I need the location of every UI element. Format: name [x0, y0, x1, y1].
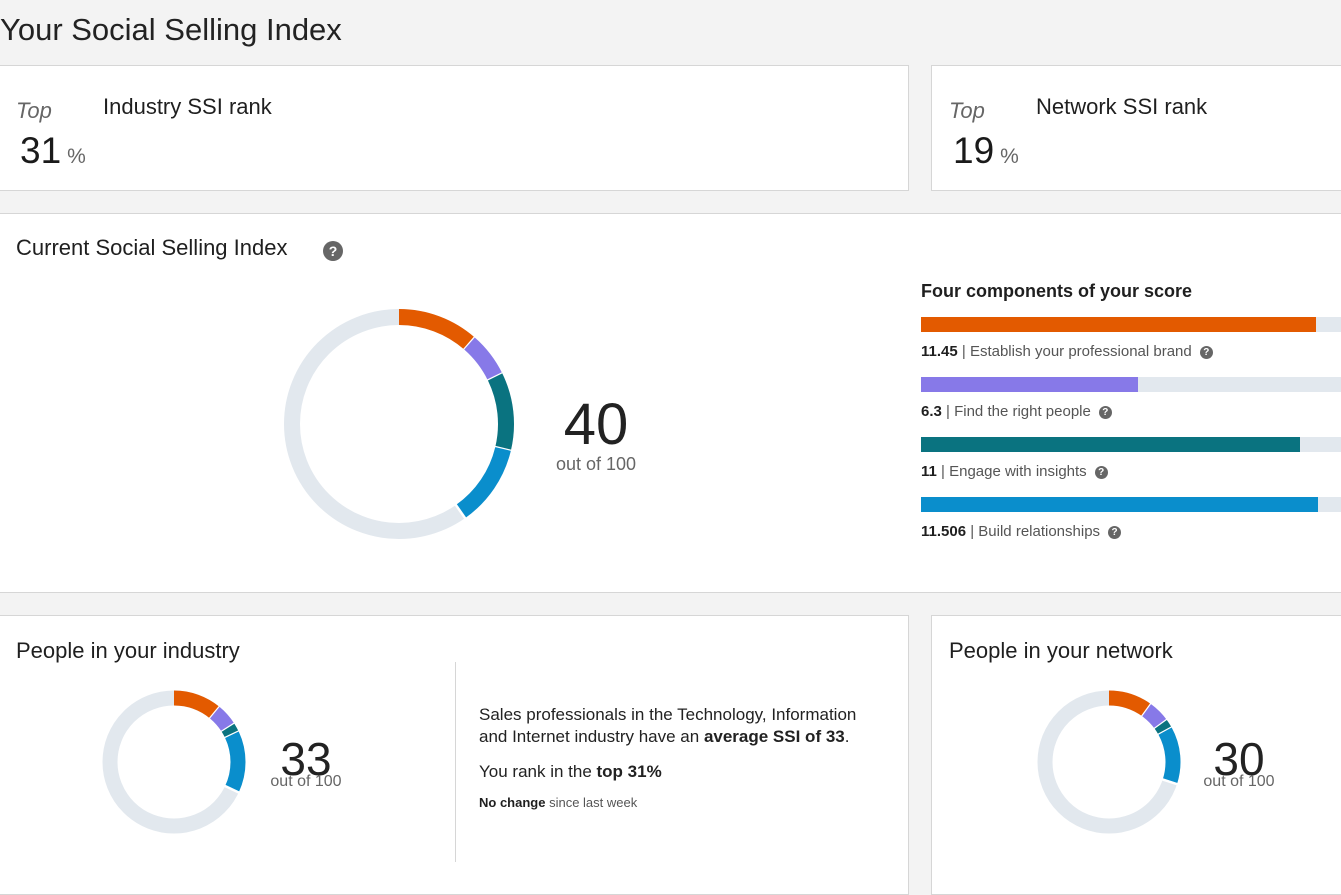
network-donut-segment-gap	[1161, 777, 1179, 786]
industry-average-ssi: average SSI of 33	[703, 727, 845, 746]
component-label-insights: 11 | Engage with insights?	[921, 463, 1108, 480]
network-donut	[1037, 690, 1181, 834]
component-bar-brand	[921, 317, 1341, 332]
current-ssi-title: Current Social Selling Index	[16, 235, 288, 260]
component-value: 6.3	[921, 403, 942, 420]
industry-rank-title: Industry SSI rank	[103, 94, 272, 119]
component-help-icon[interactable]: ?	[1094, 466, 1108, 479]
component-bar-relationships	[921, 497, 1341, 512]
industry-rank-unit: %	[67, 145, 86, 168]
industry-donut-segment-people	[209, 706, 235, 732]
industry-card: People in your industry 33 out of 100 Sa…	[0, 615, 909, 895]
industry-description: Sales professionals in the Technology, I…	[479, 704, 899, 748]
network-rank-value-group: 19%	[953, 130, 1019, 172]
current-ssi-card: Current Social Selling Index ? 40 out of…	[0, 213, 1341, 593]
component-name: Engage with insights	[949, 463, 1087, 480]
component-name: Find the right people	[954, 403, 1091, 420]
component-bar-people	[921, 377, 1341, 392]
industry-change-line: No change since last week	[479, 795, 637, 810]
industry-description-line2: and Internet industry have an average SS…	[479, 726, 899, 748]
component-bar-fill-brand	[921, 317, 1316, 332]
industry-rank-text: You rank in the	[479, 762, 597, 781]
component-value: 11.506	[921, 523, 967, 540]
network-rank-card: Top 19% Network SSI rank	[931, 65, 1341, 191]
component-separator: |	[957, 343, 970, 360]
current-ssi-donut-segment-brand	[398, 309, 475, 350]
industry-rank-top-label: Top	[16, 98, 52, 123]
industry-rank-line: You rank in the top 31%	[479, 761, 662, 783]
current-ssi-out-of: out of 100	[555, 454, 637, 474]
industry-donut-segment-brand	[173, 690, 220, 719]
network-donut-segment-people	[1141, 704, 1167, 730]
component-name: Build relationships	[978, 523, 1101, 540]
industry-rank-value-group: 31%	[20, 130, 86, 172]
network-rank-unit: %	[1000, 145, 1019, 168]
industry-donut-segment-relationships	[224, 731, 246, 793]
industry-change-bold: No change	[479, 795, 546, 810]
industry-rank-card: Top 31% Industry SSI rank	[0, 65, 909, 191]
component-label-relationships: 11.506 | Build relationships?	[921, 523, 1122, 540]
component-name: Establish your professional brand	[969, 343, 1192, 360]
component-label-brand: 11.45 | Establish your professional bran…	[921, 343, 1213, 360]
industry-out-of: out of 100	[270, 773, 342, 790]
component-separator: |	[936, 463, 950, 480]
page-title: Your Social Selling Index	[0, 12, 342, 47]
industry-description-line1: Sales professionals in the Technology, I…	[479, 705, 857, 724]
network-rank-value: 19	[953, 130, 995, 171]
industry-donut-segment-gap	[223, 729, 241, 740]
component-bar-insights	[921, 437, 1341, 452]
component-bar-fill-relationships	[921, 497, 1318, 512]
component-bar-fill-insights	[921, 437, 1301, 452]
current-ssi-donut-segment-gap	[454, 503, 467, 520]
current-ssi-help-icon[interactable]: ?	[323, 241, 343, 261]
component-help-icon[interactable]: ?	[1199, 346, 1213, 359]
industry-description-end: .	[844, 727, 850, 746]
component-help-icon[interactable]: ?	[1108, 526, 1122, 539]
current-ssi-score: 40	[563, 392, 629, 457]
network-title: People in your network	[949, 638, 1173, 663]
industry-rank-value: 31	[20, 130, 62, 171]
network-rank-title: Network SSI rank	[1036, 94, 1208, 119]
current-ssi-donut-segment-people	[464, 337, 503, 381]
network-out-of: out of 100	[1203, 773, 1275, 790]
industry-description-text: and Internet industry have an	[479, 727, 704, 746]
current-ssi-donut-segment-gap	[462, 335, 477, 352]
current-ssi-donut-segment-relationships	[455, 446, 511, 519]
industry-donut-segment-gap	[223, 784, 241, 795]
component-value: 11.45	[921, 343, 958, 360]
network-donut-segment-brand	[1108, 690, 1152, 717]
industry-donut	[102, 690, 246, 834]
component-separator: |	[966, 523, 979, 540]
current-ssi-donut-segment-insights	[487, 373, 514, 451]
component-separator: |	[941, 403, 955, 420]
component-help-icon[interactable]: ?	[1098, 406, 1112, 419]
current-ssi-donut	[284, 309, 514, 539]
component-label-people: 6.3 | Find the right people?	[921, 403, 1112, 420]
industry-divider	[455, 662, 456, 862]
components-title: Four components of your score	[921, 281, 1193, 301]
network-donut-segment-relationships	[1158, 727, 1181, 785]
network-card: People in your network 30 out of 100	[931, 615, 1341, 895]
network-score: 30	[1213, 733, 1265, 785]
industry-score: 33	[280, 733, 332, 785]
industry-rank-bold: top 31%	[596, 762, 662, 781]
component-value: 11	[921, 463, 937, 480]
industry-change-text: since last week	[545, 795, 638, 810]
network-rank-top-label: Top	[949, 98, 985, 123]
component-bar-fill-people	[921, 377, 1139, 392]
industry-title: People in your industry	[16, 638, 240, 663]
